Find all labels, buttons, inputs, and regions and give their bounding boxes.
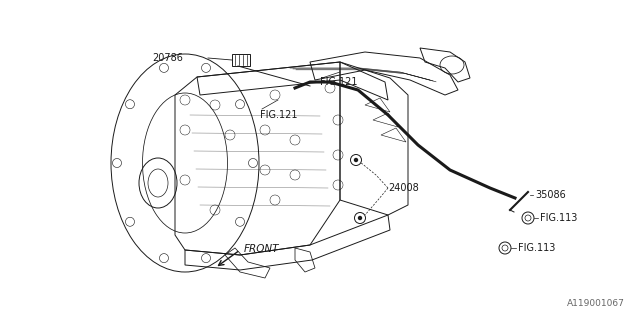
Text: 20786: 20786: [152, 53, 183, 63]
Text: FIG.121: FIG.121: [320, 77, 358, 87]
Text: FIG.121: FIG.121: [260, 110, 298, 120]
Circle shape: [354, 158, 358, 162]
Text: 35086: 35086: [535, 190, 566, 200]
Circle shape: [358, 216, 362, 220]
Text: FIG.113: FIG.113: [540, 213, 577, 223]
Text: 24008: 24008: [388, 183, 419, 193]
Text: FIG.113: FIG.113: [518, 243, 556, 253]
Text: FRONT: FRONT: [244, 244, 280, 254]
Text: A119001067: A119001067: [567, 299, 625, 308]
